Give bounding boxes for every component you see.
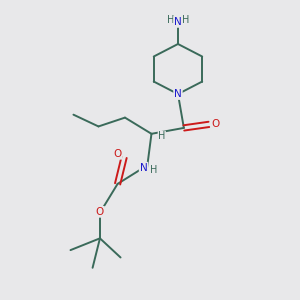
Text: O: O (211, 119, 220, 129)
Text: H: H (182, 15, 189, 26)
Text: H: H (150, 165, 157, 175)
Text: O: O (113, 149, 122, 159)
Text: N: N (174, 17, 182, 27)
Text: H: H (158, 131, 166, 141)
Text: N: N (140, 163, 147, 173)
Text: H: H (167, 15, 174, 26)
Text: N: N (174, 89, 182, 99)
Text: O: O (96, 207, 104, 217)
